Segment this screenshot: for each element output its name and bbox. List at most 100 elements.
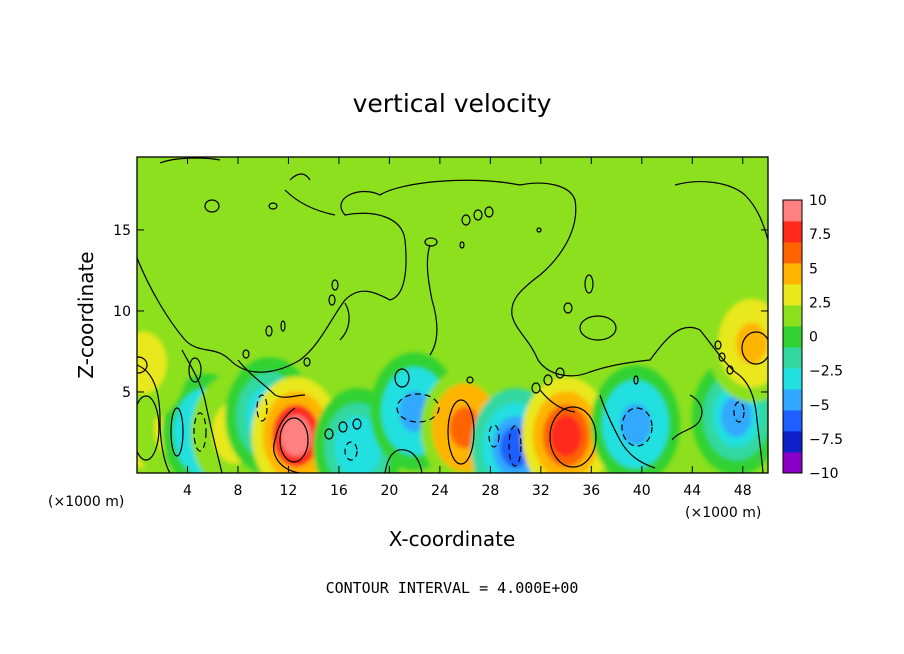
negative-contour-line [344, 441, 358, 461]
colorbar-swatch [783, 326, 802, 348]
x-tick-label: 24 [431, 483, 449, 499]
zero-contour-line [584, 274, 594, 294]
colorbar-tick-label: 5 [809, 261, 818, 277]
x-tick-label: 44 [683, 483, 701, 499]
positive-contour-line [170, 407, 184, 457]
zero-contour-line [242, 349, 250, 359]
colorbar-frame [782, 199, 803, 474]
positive-contour-line [447, 399, 475, 465]
zero-contour-line [484, 206, 494, 218]
zero-contour-line [426, 244, 438, 356]
colorbar-tick-label: 7.5 [809, 227, 831, 243]
x-axis-unit-label: (×1000 m) [685, 505, 761, 521]
colorbar-tick-label: 0 [809, 330, 818, 346]
x-tick-label: 4 [183, 483, 192, 499]
positive-contour-line [137, 395, 160, 461]
velocity-cell [619, 403, 652, 446]
y-axis-label: Z-coordinate [74, 251, 98, 378]
zero-contour-line [352, 418, 362, 430]
zero-contour-line [273, 407, 301, 473]
colorbar-swatch [783, 452, 802, 474]
positive-contour-line [137, 356, 148, 374]
zero-contour-line [265, 325, 273, 337]
y-tick-label: 15 [113, 223, 131, 239]
colorbar-tick-label: 2.5 [809, 295, 831, 311]
x-tick-label: 16 [330, 483, 348, 499]
x-tick-label: 32 [532, 483, 550, 499]
velocity-cell [342, 426, 374, 468]
negative-contour-line [508, 425, 522, 467]
zero-contour-line [633, 375, 639, 385]
zero-contour-line [303, 357, 311, 367]
zero-contour-line [473, 209, 483, 221]
zero-contour-line [188, 357, 202, 383]
plot-frame [136, 156, 769, 474]
zero-contour-line [714, 340, 722, 350]
zero-contour-line [461, 214, 471, 226]
colorbar-swatch [783, 242, 802, 264]
zero-contour-line [674, 180, 768, 241]
zero-contour-line [466, 376, 474, 384]
zero-contour-line [394, 368, 410, 388]
x-tick-label: 28 [481, 483, 499, 499]
velocity-cell [736, 322, 768, 365]
zero-contour-line [536, 227, 542, 233]
positive-contour-line [549, 406, 597, 468]
colorbar-swatch [783, 389, 802, 411]
x-tick-label: 8 [233, 483, 242, 499]
zero-contour-line [424, 237, 438, 247]
colorbar-swatch [783, 347, 802, 369]
zero-contour-line [328, 294, 336, 306]
y-tick-label: 10 [113, 304, 131, 320]
colorbar-tick-label: −7.5 [809, 432, 843, 448]
x-tick-label: 12 [280, 483, 298, 499]
zero-contour-line [284, 189, 336, 216]
zero-contour-line [331, 279, 339, 291]
x-axis-label: X-coordinate [389, 527, 516, 551]
zero-contour-line [268, 202, 278, 210]
zero-contour-line [734, 371, 764, 473]
zero-contour-line [237, 359, 306, 398]
positive-contour-line [741, 331, 768, 365]
zero-contour-line [671, 394, 703, 441]
zero-contour-line [543, 374, 553, 386]
colorbar-swatch [783, 368, 802, 390]
zero-contour-line [339, 302, 350, 341]
colorbar-swatch [783, 221, 802, 243]
zero-contour-line [563, 302, 573, 314]
x-axis-unit-label: (×1000 m) [48, 494, 124, 510]
plot-area [137, 157, 768, 473]
zero-contour-line [280, 320, 286, 332]
colorbar-swatch [783, 284, 802, 306]
zero-contour-line [579, 315, 617, 341]
colorbar: 10 7.5 5 2.5 0 −2.5 −5 −7.5 −10 [782, 193, 843, 482]
contour-interval-note: CONTOUR INTERVAL = 4.000E+00 [326, 579, 579, 597]
colorbar-swatch [783, 263, 802, 285]
y-tick-label: 5 [122, 385, 131, 401]
chart-title: vertical velocity [353, 89, 552, 118]
x-tick-label: 40 [633, 483, 651, 499]
x-tick-label: 48 [734, 483, 752, 499]
colorbar-tick-label: −10 [809, 466, 839, 482]
velocity-cell [550, 415, 582, 457]
zero-contour-line [137, 364, 171, 473]
negative-contour-line [193, 412, 207, 452]
negative-contour-line [733, 401, 745, 423]
zero-contour-line [324, 428, 334, 440]
velocity-cell [137, 342, 159, 384]
colorbar-tick-label: 10 [809, 193, 827, 209]
zero-contour-line [539, 389, 576, 413]
negative-contour-line [621, 407, 653, 447]
zero-contour-line [555, 367, 565, 379]
zero-contour-line [289, 173, 311, 181]
colorbar-tick-label: −5 [809, 398, 830, 414]
negative-contour-line [256, 394, 268, 422]
zero-contour-line [726, 365, 734, 375]
zero-contour-line [204, 199, 220, 213]
negative-contour-line [488, 424, 500, 448]
zero-contour-line [338, 421, 348, 433]
zero-contour-line [531, 382, 541, 394]
zero-contour-line [137, 179, 736, 377]
zero-contour-line [459, 241, 465, 249]
